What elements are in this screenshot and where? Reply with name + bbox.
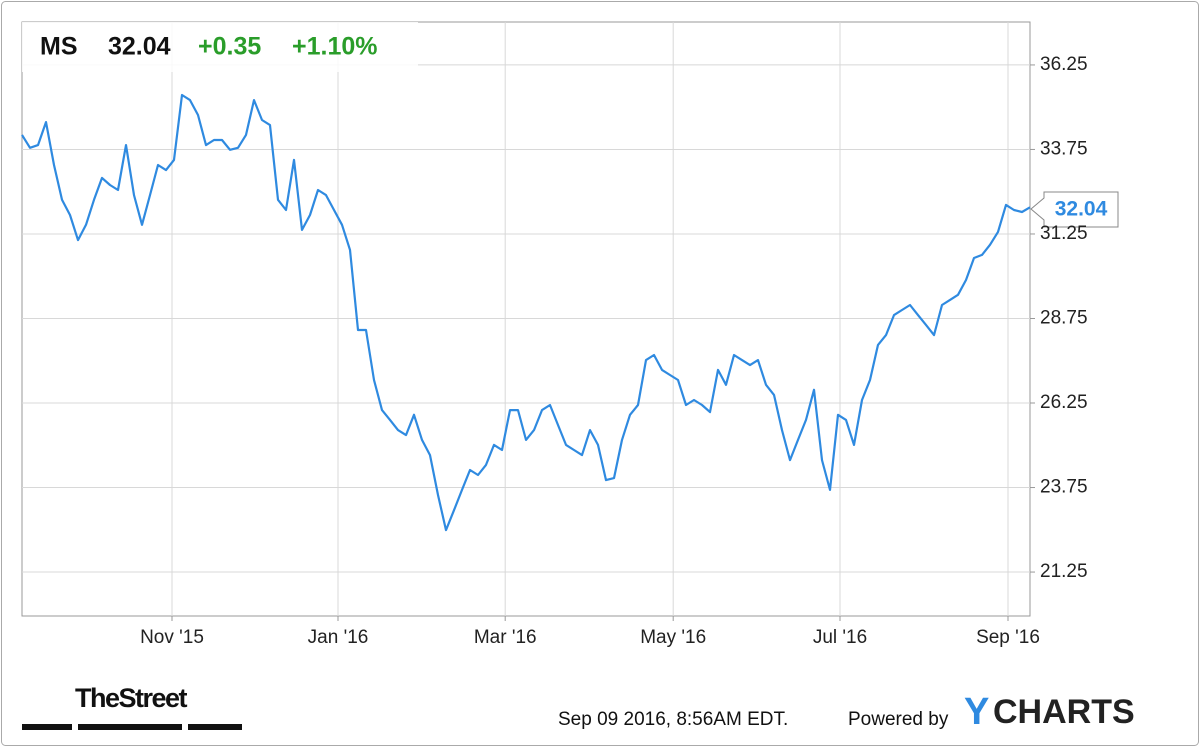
brand-bar — [188, 724, 242, 730]
y-tick-label: 21.25 — [1040, 561, 1088, 582]
timestamp: Sep 09 2016, 8:56AM EDT. — [558, 709, 788, 730]
x-tick-label: Mar '16 — [474, 627, 537, 648]
last-price-label: 32.04 — [1055, 198, 1108, 221]
change-pct: +1.10% — [292, 33, 378, 61]
change: +0.35 — [198, 33, 261, 61]
y-tick-label: 31.25 — [1040, 223, 1088, 244]
y-tick-label: 36.25 — [1040, 54, 1088, 75]
price-line — [21, 93, 1031, 532]
last-price-callout — [1030, 191, 1119, 228]
y-tick-label: 23.75 — [1040, 477, 1088, 498]
y-tick-label: 33.75 — [1040, 138, 1088, 159]
x-tick-label: Jul '16 — [813, 627, 867, 648]
x-tick-label: Nov '15 — [140, 627, 204, 648]
x-tick-label: May '16 — [640, 627, 706, 648]
y-tick-label: 26.25 — [1040, 392, 1088, 413]
logo-y: Y — [964, 691, 989, 733]
brand-logo: TheStreet — [75, 683, 188, 713]
brand-bar — [78, 724, 182, 730]
quote-box — [22, 22, 418, 72]
logo-text: CHARTS — [993, 693, 1135, 731]
powered-by: Powered by — [848, 709, 949, 730]
brand-bar — [22, 724, 72, 730]
x-tick-label: Jan '16 — [308, 627, 369, 648]
ticker: MS — [40, 33, 78, 61]
plot-area — [21, 21, 1031, 617]
x-tick-label: Sep '16 — [976, 627, 1040, 648]
y-tick-label: 28.75 — [1040, 308, 1088, 329]
price: 32.04 — [108, 33, 171, 61]
